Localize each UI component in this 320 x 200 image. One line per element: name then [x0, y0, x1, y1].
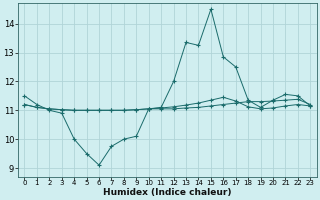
X-axis label: Humidex (Indice chaleur): Humidex (Indice chaleur) — [103, 188, 232, 197]
